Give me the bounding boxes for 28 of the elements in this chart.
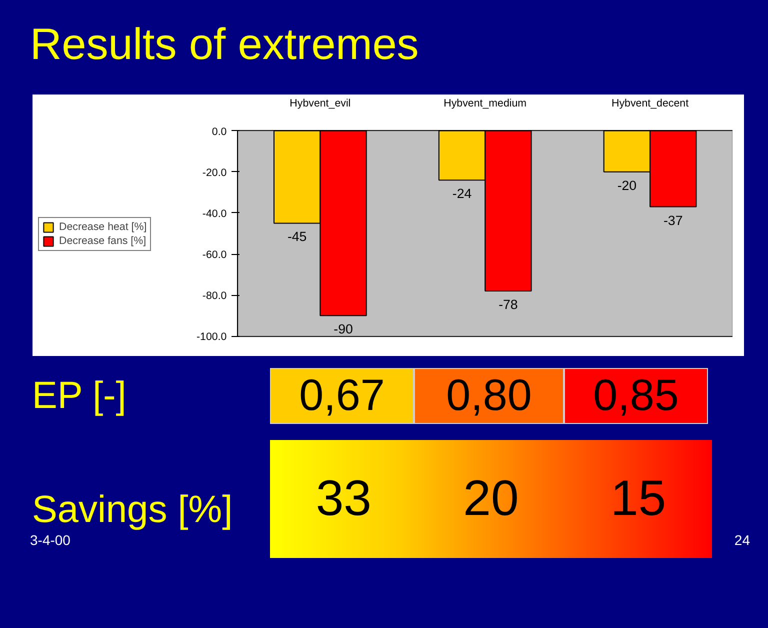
y-tick-label: 0.0 — [212, 126, 227, 138]
text: 20 — [463, 469, 519, 528]
text: 0,67 — [270, 368, 414, 424]
text: 3-4-00 — [30, 531, 70, 550]
data-label: -20 — [617, 178, 637, 193]
data-label: -37 — [663, 212, 683, 228]
x-tick-label: Hybvent_evil — [290, 98, 351, 110]
x-tick-label: Hybvent_medium — [444, 98, 527, 110]
x-tick-label: Hybvent_decent — [612, 98, 689, 110]
data-label: -24 — [452, 186, 472, 202]
text: Savings [%] — [32, 488, 233, 531]
legend-label: Decrease heat [%] — [59, 221, 147, 233]
y-tick-label: -40.0 — [202, 208, 227, 220]
y-tick-label: -80.0 — [202, 290, 227, 302]
text: EP [-] — [31, 374, 128, 419]
text: 0,80 — [414, 368, 564, 424]
chart-title: Results of extremes — [30, 19, 419, 71]
y-tick-label: -60.0 — [202, 249, 227, 262]
data-label: -78 — [498, 297, 518, 312]
text: 0,85 — [564, 368, 708, 424]
y-tick-label: -100.0 — [196, 331, 227, 344]
text: 15 — [610, 469, 666, 528]
data-label: -90 — [334, 322, 353, 337]
data-label: -45 — [287, 229, 307, 244]
text: 33 — [316, 469, 372, 528]
legend-label: Decrease fans [%] — [59, 235, 146, 247]
y-tick-label: -20.0 — [202, 166, 227, 179]
text: 24 — [734, 531, 750, 550]
